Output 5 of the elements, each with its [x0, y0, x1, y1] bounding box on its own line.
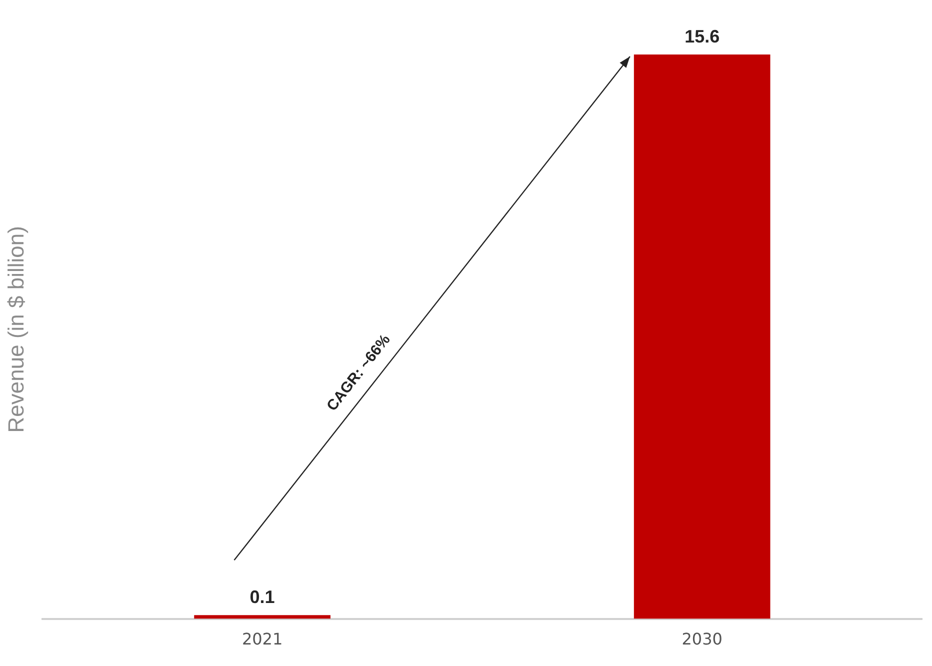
data-label: 0.1	[250, 587, 275, 608]
x-tick-label: 2021	[242, 630, 283, 649]
y-axis-title: Revenue (in $ billion)	[3, 226, 28, 433]
data-label: 15.6	[684, 26, 720, 46]
x-tick-label: 2030	[682, 630, 722, 649]
